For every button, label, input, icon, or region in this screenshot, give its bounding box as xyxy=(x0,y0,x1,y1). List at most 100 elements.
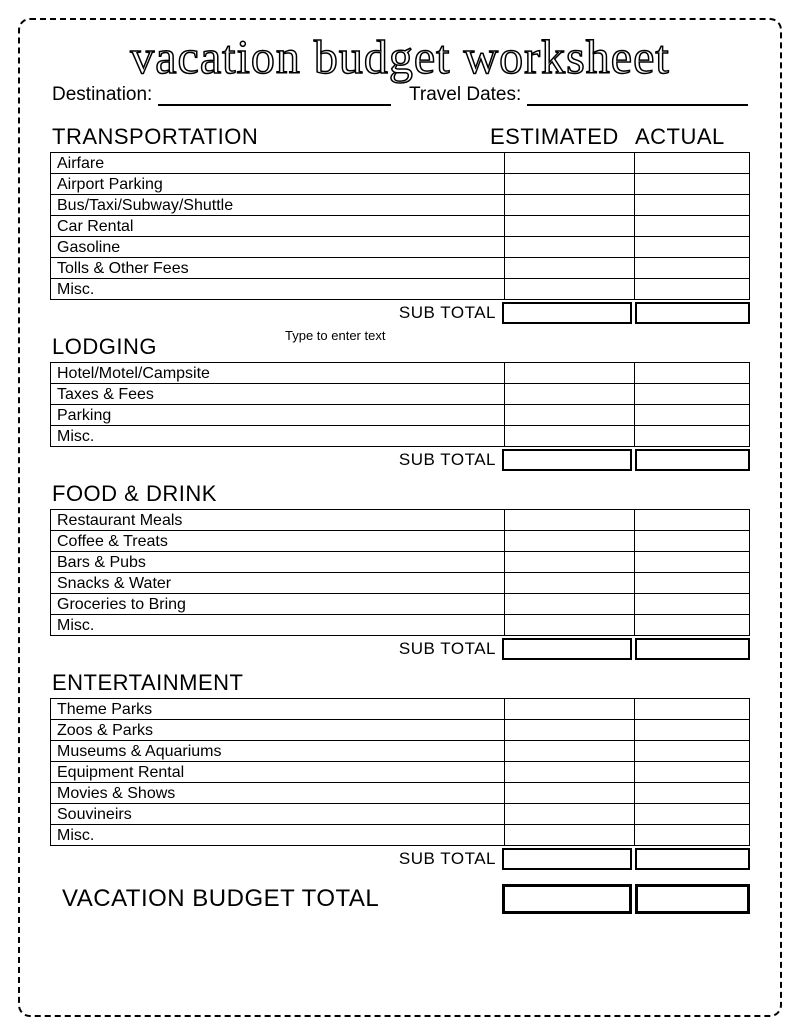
travel-dates-label: Travel Dates: xyxy=(409,84,521,106)
table-row: Restaurant Meals xyxy=(51,510,750,531)
subtotal-estimated-box[interactable] xyxy=(502,302,632,324)
estimated-cell[interactable] xyxy=(505,783,635,804)
actual-cell[interactable] xyxy=(635,195,750,216)
table-row: Gasoline xyxy=(51,237,750,258)
subtotal-row: SUB TOTAL xyxy=(50,302,750,324)
actual-cell[interactable] xyxy=(635,237,750,258)
subtotal-estimated-box[interactable] xyxy=(502,848,632,870)
row-label: Museums & Aquariums xyxy=(51,741,505,762)
row-label: Parking xyxy=(51,405,505,426)
actual-cell[interactable] xyxy=(635,594,750,615)
table-row: Bus/Taxi/Subway/Shuttle xyxy=(51,195,750,216)
estimated-cell[interactable] xyxy=(505,741,635,762)
worksheet-page: vacation budget worksheet Destination: T… xyxy=(18,18,782,1017)
row-label: Movies & Shows xyxy=(51,783,505,804)
estimated-cell[interactable] xyxy=(505,237,635,258)
actual-cell[interactable] xyxy=(635,741,750,762)
estimated-cell[interactable] xyxy=(505,363,635,384)
table-row: Coffee & Treats xyxy=(51,531,750,552)
subtotal-actual-box[interactable] xyxy=(635,638,750,660)
section-transportation: TRANSPORTATIONESTIMATEDACTUALAirfareAirp… xyxy=(50,124,750,324)
destination-field: Destination: xyxy=(52,84,391,106)
estimated-cell[interactable] xyxy=(505,804,635,825)
actual-cell[interactable] xyxy=(635,153,750,174)
subtotal-label: SUB TOTAL xyxy=(50,848,502,870)
actual-cell[interactable] xyxy=(635,804,750,825)
table-row: Tolls & Other Fees xyxy=(51,258,750,279)
actual-cell[interactable] xyxy=(635,258,750,279)
actual-cell[interactable] xyxy=(635,405,750,426)
actual-cell[interactable] xyxy=(635,531,750,552)
estimated-cell[interactable] xyxy=(505,153,635,174)
actual-cell[interactable] xyxy=(635,552,750,573)
estimated-cell[interactable] xyxy=(505,195,635,216)
actual-cell[interactable] xyxy=(635,762,750,783)
grand-total-actual-box[interactable] xyxy=(635,884,750,914)
estimated-cell[interactable] xyxy=(505,594,635,615)
estimated-cell[interactable] xyxy=(505,174,635,195)
row-label: Zoos & Parks xyxy=(51,720,505,741)
estimated-cell[interactable] xyxy=(505,216,635,237)
estimated-cell[interactable] xyxy=(505,384,635,405)
grand-total-label: VACATION BUDGET TOTAL xyxy=(50,885,502,913)
grand-total-row: VACATION BUDGET TOTAL xyxy=(50,884,750,914)
actual-cell[interactable] xyxy=(635,363,750,384)
row-label: Coffee & Treats xyxy=(51,531,505,552)
row-label: Taxes & Fees xyxy=(51,384,505,405)
travel-dates-input-line[interactable] xyxy=(527,86,748,106)
section-entertainment: ENTERTAINMENTTheme ParksZoos & ParksMuse… xyxy=(50,670,750,870)
row-label: Bars & Pubs xyxy=(51,552,505,573)
estimated-cell[interactable] xyxy=(505,825,635,846)
estimated-cell[interactable] xyxy=(505,279,635,300)
row-label: Groceries to Bring xyxy=(51,594,505,615)
grand-total-estimated-box[interactable] xyxy=(502,884,632,914)
actual-cell[interactable] xyxy=(635,720,750,741)
table-row: Taxes & Fees xyxy=(51,384,750,405)
section-title: LODGING xyxy=(50,334,750,360)
table-row: Misc. xyxy=(51,615,750,636)
actual-cell[interactable] xyxy=(635,384,750,405)
subtotal-estimated-box[interactable] xyxy=(502,638,632,660)
row-label: Airport Parking xyxy=(51,174,505,195)
actual-cell[interactable] xyxy=(635,573,750,594)
subtotal-actual-box[interactable] xyxy=(635,449,750,471)
row-label: Equipment Rental xyxy=(51,762,505,783)
destination-label: Destination: xyxy=(52,84,152,106)
actual-cell[interactable] xyxy=(635,699,750,720)
row-label: Restaurant Meals xyxy=(51,510,505,531)
estimated-cell[interactable] xyxy=(505,573,635,594)
estimated-cell[interactable] xyxy=(505,405,635,426)
subtotal-actual-box[interactable] xyxy=(635,848,750,870)
table-row: Movies & Shows xyxy=(51,783,750,804)
row-label: Airfare xyxy=(51,153,505,174)
estimated-cell[interactable] xyxy=(505,510,635,531)
page-title: vacation budget worksheet xyxy=(50,34,750,82)
actual-cell[interactable] xyxy=(635,825,750,846)
subtotal-actual-box[interactable] xyxy=(635,302,750,324)
subtotal-estimated-box[interactable] xyxy=(502,449,632,471)
estimated-cell[interactable] xyxy=(505,258,635,279)
actual-cell[interactable] xyxy=(635,279,750,300)
table-row: Snacks & Water xyxy=(51,573,750,594)
row-label: Misc. xyxy=(51,615,505,636)
actual-cell[interactable] xyxy=(635,510,750,531)
estimated-cell[interactable] xyxy=(505,531,635,552)
estimated-cell[interactable] xyxy=(505,762,635,783)
row-label: Snacks & Water xyxy=(51,573,505,594)
actual-cell[interactable] xyxy=(635,174,750,195)
subtotal-label: SUB TOTAL xyxy=(50,302,502,324)
table-row: Museums & Aquariums xyxy=(51,741,750,762)
estimated-cell[interactable] xyxy=(505,615,635,636)
actual-cell[interactable] xyxy=(635,615,750,636)
actual-cell[interactable] xyxy=(635,216,750,237)
estimated-cell[interactable] xyxy=(505,699,635,720)
estimated-cell[interactable] xyxy=(505,552,635,573)
destination-input-line[interactable] xyxy=(158,86,391,106)
row-label: Misc. xyxy=(51,825,505,846)
actual-cell[interactable] xyxy=(635,783,750,804)
actual-cell[interactable] xyxy=(635,426,750,447)
estimated-cell[interactable] xyxy=(505,426,635,447)
subtotal-row: SUB TOTAL xyxy=(50,638,750,660)
table-row: Misc. xyxy=(51,279,750,300)
estimated-cell[interactable] xyxy=(505,720,635,741)
